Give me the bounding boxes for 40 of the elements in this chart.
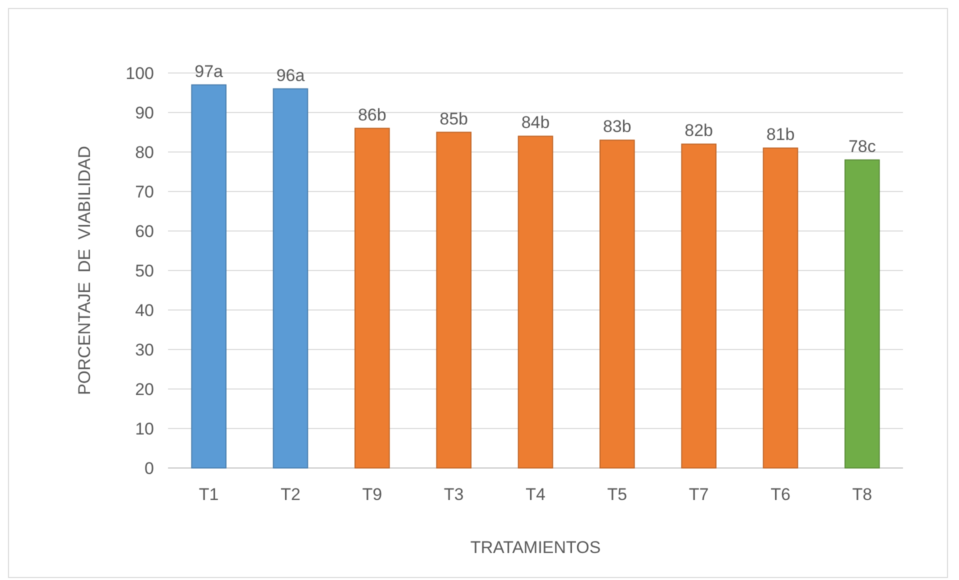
x-tick-label: T6 bbox=[770, 485, 790, 504]
y-tick-label: 50 bbox=[135, 261, 154, 280]
bar bbox=[518, 136, 554, 468]
x-tick-label: T8 bbox=[852, 485, 872, 504]
y-tick-label: 20 bbox=[135, 380, 154, 399]
bar bbox=[272, 88, 308, 468]
x-tick-label: T2 bbox=[280, 485, 300, 504]
data-label: 86b bbox=[358, 105, 386, 124]
x-tick-label: T4 bbox=[526, 485, 546, 504]
y-tick-label: 10 bbox=[135, 419, 154, 438]
y-tick-label: 90 bbox=[135, 103, 154, 122]
bar bbox=[436, 132, 472, 468]
y-tick-label: 0 bbox=[144, 458, 154, 478]
bar bbox=[762, 148, 798, 468]
y-tick-label: 80 bbox=[135, 142, 154, 162]
x-tick-label: T5 bbox=[607, 485, 628, 504]
y-tick-label: 70 bbox=[135, 182, 154, 202]
data-label: 96a bbox=[276, 66, 306, 85]
x-tick-label: T3 bbox=[444, 485, 464, 504]
data-label: 97a bbox=[194, 62, 224, 81]
bar bbox=[600, 140, 635, 468]
data-label: 84b bbox=[521, 113, 550, 132]
x-tick-label: T7 bbox=[688, 485, 709, 504]
data-label: 85b bbox=[440, 109, 468, 128]
data-label: 78c bbox=[848, 136, 876, 156]
bar bbox=[191, 84, 226, 468]
y-tick-label: 60 bbox=[135, 222, 154, 241]
data-label: 81b bbox=[766, 125, 795, 144]
bar bbox=[681, 144, 716, 468]
y-tick-label: 30 bbox=[135, 340, 154, 360]
y-tick-label: 40 bbox=[135, 300, 154, 320]
x-tick-label: T9 bbox=[362, 485, 382, 504]
y-tick-label: 100 bbox=[126, 64, 154, 83]
data-label: 82b bbox=[684, 121, 714, 140]
data-label: 83b bbox=[602, 117, 632, 136]
bar bbox=[354, 128, 390, 468]
y-axis-title: PORCENTAJE DE VIABILIDAD bbox=[75, 146, 94, 396]
x-axis-title: TRATAMIENTOS bbox=[470, 538, 601, 557]
bar bbox=[844, 159, 880, 468]
x-tick-label: T1 bbox=[198, 485, 219, 504]
